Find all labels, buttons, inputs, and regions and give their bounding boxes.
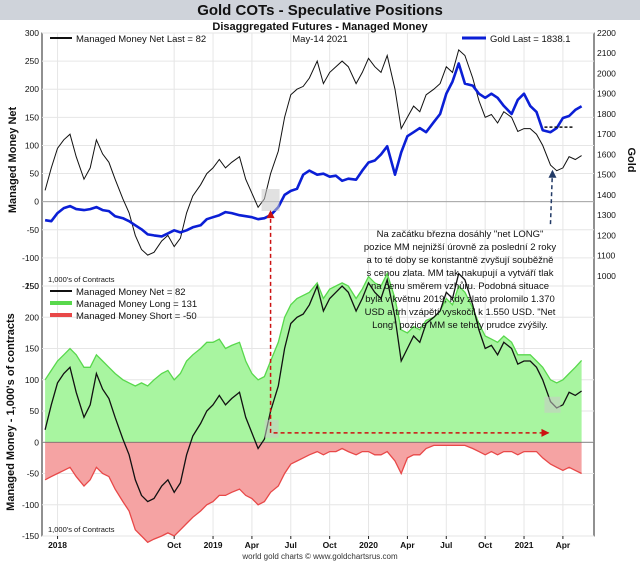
x-tick-label: 2020 — [359, 540, 378, 550]
bottom-tick-label: 250 — [25, 281, 39, 291]
x-tick-label: Oct — [167, 540, 181, 550]
x-tick-label: Apr — [556, 540, 571, 550]
annotation-line-4: s cenou zlata. MM tak nakupují a vytváří… — [367, 268, 554, 279]
bottom-tick-label: -100 — [22, 500, 39, 510]
top-right-tick-label: 1300 — [597, 210, 616, 220]
top-left-tick-label: 100 — [25, 140, 39, 150]
long-area — [45, 273, 582, 443]
top-left-tick-label: 50 — [30, 169, 40, 179]
red-arrowhead-right — [541, 428, 550, 437]
dark-arrow-line — [549, 170, 554, 225]
legend-bottom-short: Managed Money Short = -50 — [76, 311, 197, 322]
top-right-tick-label: 1400 — [597, 190, 616, 200]
short-line — [44, 444, 582, 544]
top-right-tick-label: 1000 — [597, 271, 616, 281]
bottom-axis-title: Managed Money - 1,000's of contracts — [5, 313, 17, 511]
top-right-tick-label: 1600 — [597, 149, 616, 159]
chart-title: Gold COTs - Speculative Positions — [197, 2, 443, 19]
legend-gold: Gold Last = 1838.1 — [490, 34, 571, 45]
title-bar — [0, 0, 640, 20]
bottom-tick-label: 50 — [30, 406, 40, 416]
x-tick-label: 2018 — [48, 540, 67, 550]
top-right-axis-title: Gold — [625, 147, 637, 172]
top-right-tick-label: 1100 — [597, 251, 616, 261]
footer-credit: world gold charts © www.goldchartsrus.co… — [241, 552, 398, 561]
bottom-units-note: 1,000's of Contracts — [48, 525, 115, 534]
highlight-box-2019-top — [261, 188, 280, 211]
annotation-line-5: na cenu směrem vzhůru. Podobná situace — [371, 281, 549, 292]
top-left-tick-label: 300 — [25, 28, 39, 38]
top-left-tick-label: 200 — [25, 84, 39, 94]
annotation-line-8: Long" pozice MM se tehdy prudce zvýšily. — [372, 320, 548, 331]
annotation-line-2: pozice MM nejnižší úrovně za poslední 2 … — [364, 242, 556, 253]
top-left-tick-label: -50 — [27, 225, 40, 235]
highlight-box-2019-bottom — [264, 419, 279, 438]
dark-arrowhead-up — [548, 169, 557, 178]
top-left-axis-title: Managed Money Net — [7, 106, 19, 213]
top-left-tick-label: -150 — [22, 281, 39, 291]
x-tick-label: Jul — [440, 540, 452, 550]
annotation-line-1: Na začátku března dosáhly "net LONG" — [377, 229, 544, 240]
top-right-tick-label: 2100 — [597, 48, 616, 58]
gold-price-line — [44, 62, 583, 238]
top-right-tick-label: 2200 — [597, 28, 616, 38]
red-arrowhead-up — [266, 210, 275, 219]
x-tick-label: 2021 — [515, 540, 534, 550]
top-right-tick-label: 1800 — [597, 109, 616, 119]
top-series-layer — [44, 48, 583, 256]
top-left-tick-label: 150 — [25, 112, 39, 122]
bottom-tick-label: 100 — [25, 375, 39, 385]
bottom-tick-label: 200 — [25, 312, 39, 322]
axis-layer: 2018 Oct 2019 Apr Jul Oct 2020 Apr Jul Oct 2021 Apr… — [22, 28, 616, 550]
annotation-line-3: a to té doby se konstantně zvyšují soubě… — [367, 255, 554, 266]
chart-subtitle: Disaggregated Futures - Managed Money — [212, 21, 428, 33]
bottom-tick-label: -150 — [22, 531, 39, 541]
legend-mm-net: Managed Money Net Last = 82 — [76, 34, 206, 45]
net-line-bottom — [44, 272, 582, 503]
legend-bottom-net: Managed Money Net = 82 — [76, 287, 186, 298]
short-area — [45, 442, 582, 543]
x-tick-label: Oct — [478, 540, 492, 550]
top-panel-frame — [41, 32, 595, 287]
top-units-note: 1,000's of Contracts — [48, 275, 115, 284]
annotation-line-7: USD a trh vzápětí vyskočil k 1.550 USD. … — [365, 307, 556, 318]
x-tick-label: Apr — [245, 540, 260, 550]
bottom-tick-label: 0 — [34, 437, 39, 447]
top-right-tick-label: 2000 — [597, 68, 616, 78]
bottom-tick-label: -50 — [27, 469, 40, 479]
bottom-tick-label: 150 — [25, 344, 39, 354]
top-right-tick-label: 1500 — [597, 170, 616, 180]
long-line — [44, 271, 583, 387]
top-right-tick-label: 1900 — [597, 89, 616, 99]
annotation-line-6: byla v květnu 2019, kdy zlato prolomilo … — [365, 294, 555, 305]
top-left-tick-label: 0 — [34, 197, 39, 207]
x-tick-label: 2019 — [204, 540, 223, 550]
x-tick-label: Oct — [323, 540, 337, 550]
top-left-tick-label: -100 — [22, 253, 39, 263]
top-left-tick-label: 250 — [25, 56, 39, 66]
annotation-text: Na začátku března dosáhly "net LONG" poz… — [364, 229, 556, 331]
date-label: May-14 2021 — [292, 34, 347, 45]
top-right-tick-label: 1700 — [597, 129, 616, 139]
annotation-layer — [261, 126, 575, 438]
legend-bottom-long: Managed Money Long = 131 — [76, 299, 197, 310]
bottom-series-layer — [42, 271, 594, 544]
highlight-box-2021-bottom — [544, 396, 561, 413]
mm-net-line-top — [44, 48, 582, 256]
x-tick-label: Apr — [400, 540, 415, 550]
x-tick-label: Jul — [285, 540, 297, 550]
top-right-tick-label: 1200 — [597, 230, 616, 240]
